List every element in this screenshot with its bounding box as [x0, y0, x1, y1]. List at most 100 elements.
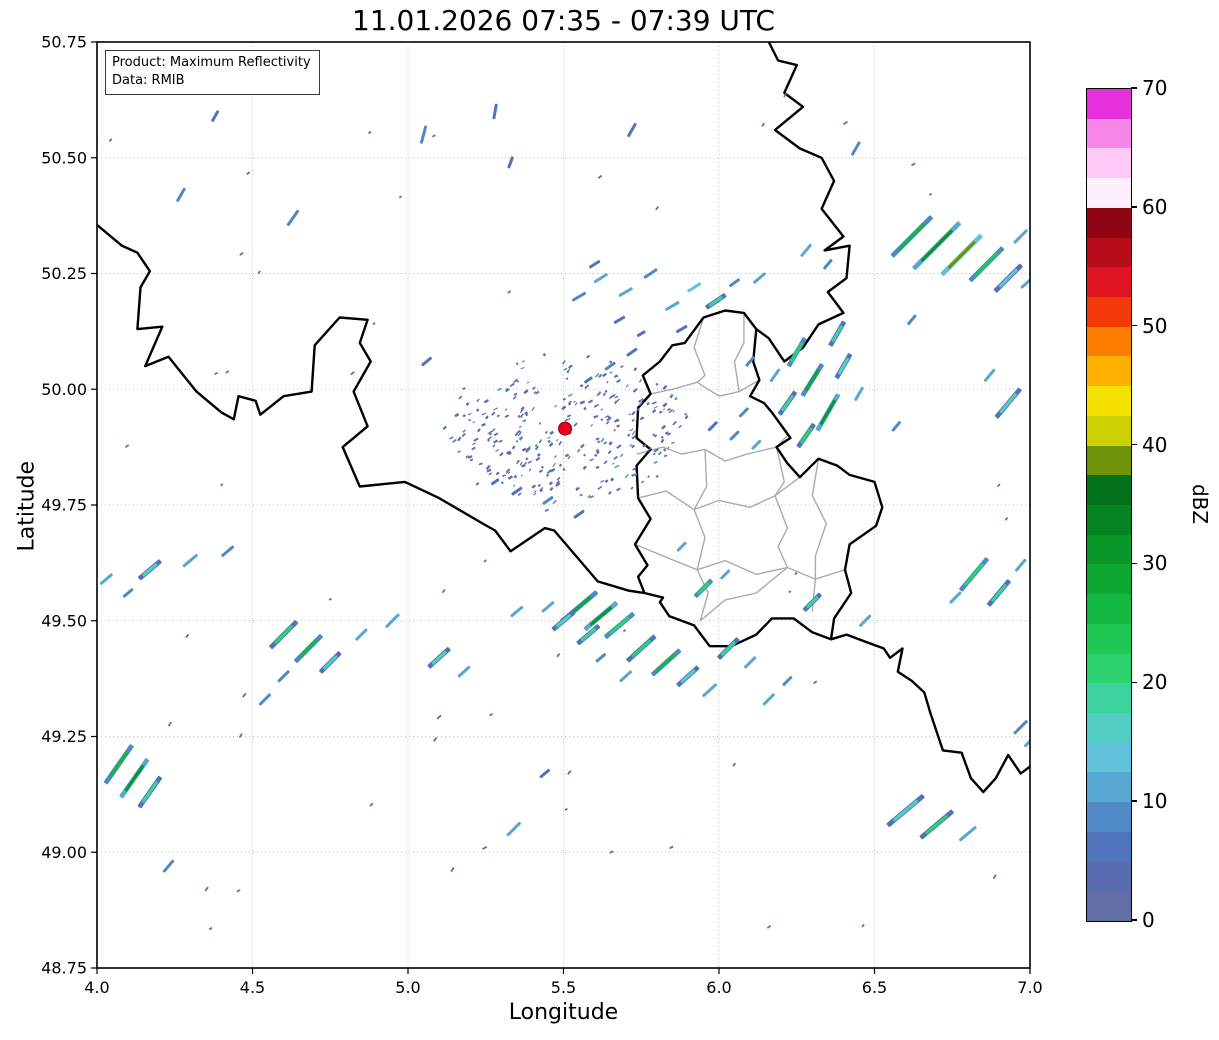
- sparse-echo: [372, 322, 376, 326]
- clutter-dot: [600, 479, 605, 483]
- clutter-dot: [605, 420, 610, 425]
- clutter-dot: [619, 453, 624, 458]
- sparse-echo: [167, 721, 172, 727]
- clutter-dot: [563, 367, 568, 371]
- clutter-dot: [514, 432, 519, 437]
- clutter-dot: [615, 398, 620, 403]
- clutter-dot: [577, 448, 581, 453]
- echo-segment: [687, 282, 702, 293]
- clutter-dot: [558, 440, 563, 446]
- clutter-dot: [640, 398, 644, 402]
- sparse-echo: [766, 925, 772, 929]
- clutter-dot: [555, 481, 561, 488]
- echo-segment: [542, 495, 554, 505]
- sparse-echo: [564, 807, 568, 811]
- colorbar: [1086, 88, 1132, 922]
- clutter-dot: [472, 421, 476, 424]
- clutter-dot: [507, 471, 511, 474]
- echo-segment: [707, 421, 718, 432]
- echo-segment: [604, 361, 616, 371]
- echo-segment: [890, 215, 933, 258]
- y-axis-label: Latitude: [14, 460, 40, 552]
- echo-segment: [729, 278, 741, 288]
- echo-segment: [676, 541, 687, 552]
- colorbar-step: [1087, 266, 1131, 297]
- clutter-dot: [631, 444, 636, 449]
- clutter-dot: [519, 410, 523, 413]
- echo-segment: [593, 273, 608, 284]
- echo-segment: [769, 368, 781, 383]
- sparse-echo: [669, 845, 674, 850]
- clutter-dot: [461, 432, 466, 438]
- clutter-dot: [565, 377, 569, 381]
- clutter-dot: [604, 479, 609, 483]
- clutter-dot: [602, 372, 607, 378]
- clutter-dot: [597, 485, 603, 490]
- clutter-dot: [457, 450, 461, 453]
- echo-segment: [777, 390, 798, 416]
- echo-segment: [626, 634, 657, 663]
- clutter-dot: [517, 414, 521, 419]
- clutter-dot: [549, 467, 556, 473]
- clutter-dot: [669, 393, 674, 399]
- annotation-product-line: Product: Maximum Reflectivity: [112, 55, 311, 70]
- echo-segment: [506, 821, 521, 837]
- sparse-echo: [450, 866, 455, 873]
- clutter-dot: [521, 360, 525, 363]
- clutter-dot: [533, 490, 537, 494]
- sparse-echo: [328, 597, 332, 601]
- echo-segment: [507, 156, 514, 169]
- clutter-dot: [512, 395, 517, 400]
- sparse-echo: [185, 633, 190, 639]
- clutter-dot: [504, 408, 508, 411]
- clutter-dot: [539, 488, 544, 493]
- clutter-dot: [582, 465, 587, 470]
- sparse-echo: [622, 629, 627, 633]
- clutter-dot: [616, 487, 621, 492]
- clutter-dot: [616, 378, 621, 384]
- echo-segment: [510, 605, 524, 618]
- echo-segment: [959, 557, 989, 592]
- region-border: [650, 379, 760, 397]
- clutter-dot: [604, 389, 608, 393]
- clutter-dot: [534, 444, 538, 447]
- echo-segment: [385, 613, 400, 628]
- clutter-dot: [548, 481, 554, 486]
- clutter-dot: [517, 492, 522, 497]
- x-tick-label: 6.0: [706, 978, 731, 997]
- clutter-dot: [628, 413, 632, 416]
- clutter-dot: [631, 418, 635, 423]
- echo-segment: [490, 478, 500, 486]
- clutter-dot: [588, 399, 594, 404]
- clutter-dot: [481, 412, 486, 416]
- region-border: [811, 458, 827, 612]
- clutter-dot: [540, 465, 544, 469]
- sparse-echo: [911, 162, 916, 167]
- clutter-dot: [493, 407, 499, 411]
- sparse-echo: [992, 874, 997, 880]
- country-border: [97, 223, 646, 595]
- echo-segment: [751, 439, 762, 450]
- y-tick-label: 50.50: [41, 148, 87, 167]
- echo-segment: [618, 287, 633, 297]
- sparse-echo: [238, 733, 243, 739]
- region-border: [733, 312, 745, 392]
- clutter-dot: [487, 438, 491, 442]
- sparse-echo: [242, 692, 247, 698]
- clutter-dot: [495, 448, 500, 453]
- clutter-dot: [638, 399, 642, 403]
- echo-segment: [294, 634, 323, 664]
- country-border: [829, 633, 1030, 794]
- echo-segment: [705, 293, 727, 310]
- echo-segment: [588, 260, 601, 269]
- clutter-dot: [475, 482, 480, 486]
- clutter-dot: [607, 450, 612, 455]
- clutter-dot: [600, 418, 604, 422]
- clutter-dot: [631, 410, 636, 416]
- clutter-dot: [518, 425, 523, 429]
- sparse-echo: [350, 371, 355, 376]
- clutter-dot: [538, 469, 544, 474]
- echo-segment: [421, 356, 432, 367]
- clutter-dot: [653, 405, 658, 409]
- clutter-dot: [662, 448, 667, 452]
